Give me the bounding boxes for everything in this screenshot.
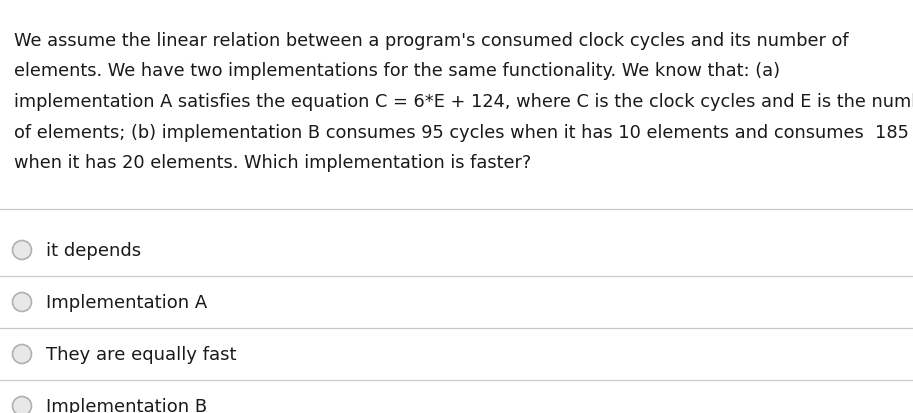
Text: when it has 20 elements. Which implementation is faster?: when it has 20 elements. Which implement… (14, 154, 531, 171)
Text: Implementation B: Implementation B (46, 397, 207, 413)
Text: elements. We have two implementations for the same functionality. We know that: : elements. We have two implementations fo… (14, 62, 780, 80)
Circle shape (13, 345, 32, 363)
Text: implementation A satisfies the equation C = 6*E + 124, where C is the clock cycl: implementation A satisfies the equation … (14, 93, 913, 111)
Text: They are equally fast: They are equally fast (46, 345, 236, 363)
Text: Implementation A: Implementation A (46, 293, 207, 311)
Text: We assume the linear relation between a program's consumed clock cycles and its : We assume the linear relation between a … (14, 32, 848, 50)
Text: of elements; (b) implementation B consumes 95 cycles when it has 10 elements and: of elements; (b) implementation B consum… (14, 123, 908, 141)
Circle shape (13, 396, 32, 413)
Circle shape (13, 241, 32, 260)
Text: it depends: it depends (46, 242, 142, 259)
Circle shape (13, 293, 32, 312)
